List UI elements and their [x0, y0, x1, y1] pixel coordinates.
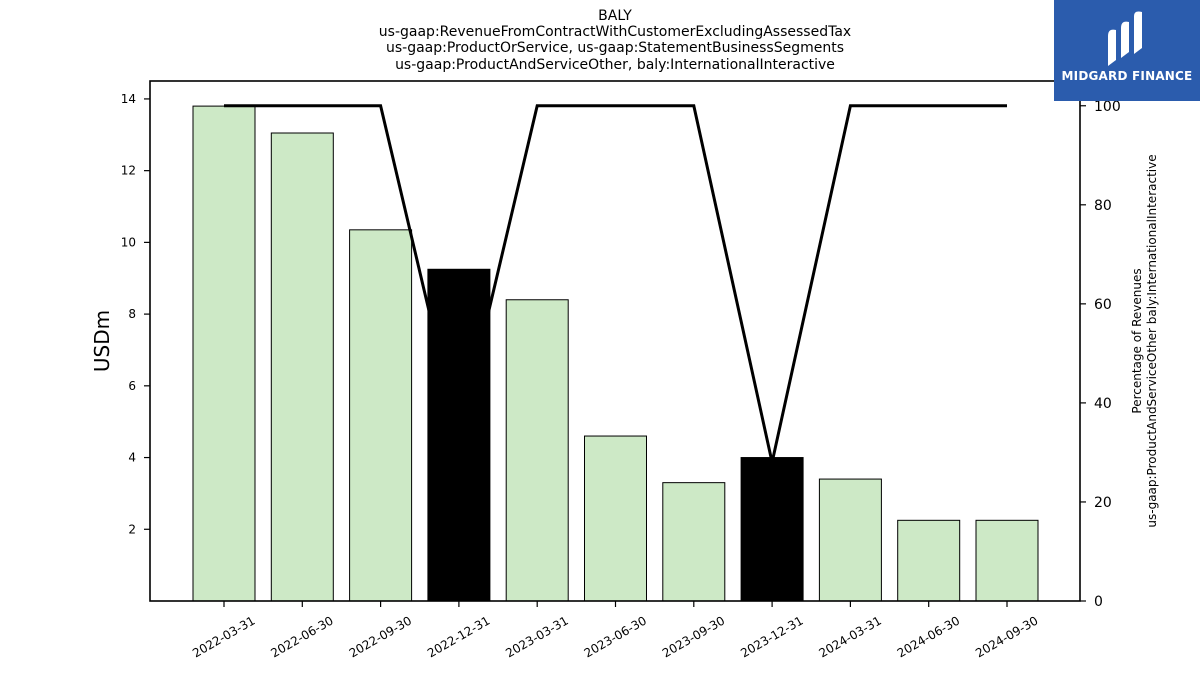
x-tick-label-2023-12-31: 2023-12-31	[738, 613, 805, 660]
title-line-1: BALY	[598, 8, 632, 24]
logo-text: MIDGARD FINANCE	[1061, 69, 1193, 83]
bar-series	[192, 105, 1039, 602]
bar-2023-09-30	[662, 482, 726, 602]
line-series	[224, 104, 1007, 463]
bar-2023-03-31	[505, 299, 569, 602]
right-tick-label-40: 40	[1094, 396, 1112, 412]
right-axis: 0 20 40 60 80 100	[1080, 99, 1121, 610]
y2-axis-label-line-1: Percentage of Revenues	[1130, 268, 1144, 413]
bar-2022-06-30	[270, 132, 334, 602]
left-tick-label-8: 8	[128, 307, 136, 321]
left-axis: 2 4 6 8 10 12 14	[121, 92, 150, 536]
y2-axis-label-line-2: us-gaap:ProductAndServiceOther baly:Inte…	[1145, 154, 1159, 527]
x-tick-label-2024-09-30: 2024-09-30	[973, 613, 1040, 660]
chart-title: BALY us-gaap:RevenueFromContractWithCust…	[379, 8, 851, 73]
x-tick-label-2023-09-30: 2023-09-30	[660, 613, 727, 660]
x-tick-label-2023-03-31: 2023-03-31	[503, 613, 570, 660]
right-tick-label-20: 20	[1094, 495, 1112, 511]
left-tick-label-10: 10	[121, 235, 136, 249]
left-tick-label-2: 2	[128, 522, 136, 536]
x-tick-label-2024-06-30: 2024-06-30	[895, 613, 962, 660]
title-line-4: us-gaap:ProductAndServiceOther, baly:Int…	[395, 57, 835, 73]
x-tick-label-2024-03-31: 2024-03-31	[816, 613, 883, 660]
midgard-logo-mark-icon	[1108, 11, 1142, 67]
left-tick-label-14: 14	[121, 92, 136, 106]
x-axis: 2022-03-31 2022-06-30 2022-09-30 2022-12-31…	[190, 601, 1041, 660]
left-tick-label-4: 4	[128, 451, 136, 465]
bar-2022-09-30	[349, 229, 413, 602]
bar-2024-06-30	[897, 519, 961, 602]
bar-2023-06-30	[584, 435, 647, 602]
x-tick-label-2023-06-30: 2023-06-30	[582, 613, 649, 660]
x-tick-label-2022-06-30: 2022-06-30	[268, 613, 335, 660]
bar-2023-12-31	[740, 457, 804, 602]
midgard-finance-logo: MIDGARD FINANCE	[1054, 0, 1200, 101]
left-tick-label-12: 12	[121, 164, 136, 178]
right-tick-label-0: 0	[1094, 594, 1103, 610]
right-tick-label-100: 100	[1094, 99, 1121, 115]
title-line-3: us-gaap:ProductOrService, us-gaap:Statem…	[386, 40, 844, 56]
percentage-line	[224, 104, 1007, 463]
x-tick-label-2022-03-31: 2022-03-31	[190, 613, 257, 660]
bar-2024-03-31	[818, 478, 882, 602]
left-tick-label-6: 6	[128, 379, 136, 393]
bar-2022-03-31	[192, 105, 256, 602]
y-axis-label: USDm	[90, 310, 114, 372]
right-tick-label-80: 80	[1094, 198, 1112, 214]
right-tick-label-60: 60	[1094, 297, 1112, 313]
x-tick-label-2022-12-31: 2022-12-31	[425, 613, 492, 660]
title-line-2: us-gaap:RevenueFromContractWithCustomerE…	[379, 24, 851, 40]
bar-2024-09-30	[975, 519, 1039, 602]
x-tick-label-2022-09-30: 2022-09-30	[347, 613, 414, 660]
